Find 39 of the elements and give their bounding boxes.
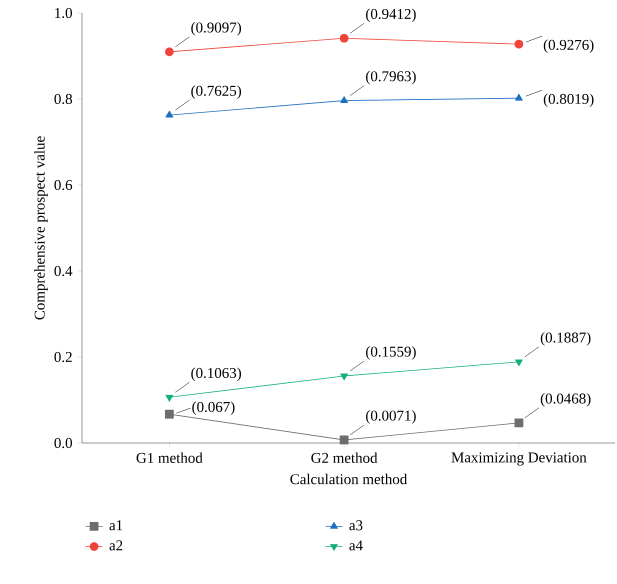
y-tick-label: 0.2 <box>54 352 72 362</box>
point <box>164 410 174 419</box>
legend-label: a1 <box>110 520 122 530</box>
data-label: (0.1559) <box>366 346 416 360</box>
x-tick-label: G2 method <box>311 452 378 463</box>
data-label: (0.9097) <box>191 22 242 36</box>
point <box>514 40 524 49</box>
legend-label: a2 <box>110 540 122 550</box>
data-label: (0.7625) <box>191 85 242 99</box>
point <box>340 374 348 380</box>
x-axis-title: Calculation method <box>290 474 408 484</box>
point <box>340 436 349 444</box>
x-tick-label: G1 method <box>136 452 203 463</box>
point <box>340 96 348 103</box>
legend-label: a4 <box>349 540 363 550</box>
point <box>515 359 523 366</box>
point <box>340 34 349 43</box>
data-label: (0.8019) <box>544 93 594 107</box>
point <box>166 394 174 402</box>
x-tick-label: Maximizing Deviation <box>451 452 587 466</box>
y-tick-label: 0.8 <box>54 94 72 104</box>
data-label: (0.7963) <box>366 70 416 84</box>
point <box>164 47 174 56</box>
y-tick-label: 0.6 <box>54 180 72 190</box>
point <box>514 418 524 428</box>
y-tick-label: 1.0 <box>55 8 72 18</box>
data-label: (0.1887) <box>540 332 591 346</box>
point <box>166 110 174 118</box>
y-tick-label: 0.0 <box>54 438 72 448</box>
point <box>515 94 523 101</box>
data-label: (0.067) <box>192 401 235 415</box>
data-label: (0.9276) <box>544 39 594 53</box>
legend-label: a3 <box>349 520 362 530</box>
data-label: (0.9412) <box>366 8 416 22</box>
data-label: (0.0071) <box>366 410 416 424</box>
y-axis-title: Comprehensive prospect value <box>34 136 48 320</box>
data-label: (0.1063) <box>191 368 242 382</box>
y-tick-label: 0.4 <box>54 266 72 276</box>
data-label: (0.0468) <box>540 393 591 407</box>
